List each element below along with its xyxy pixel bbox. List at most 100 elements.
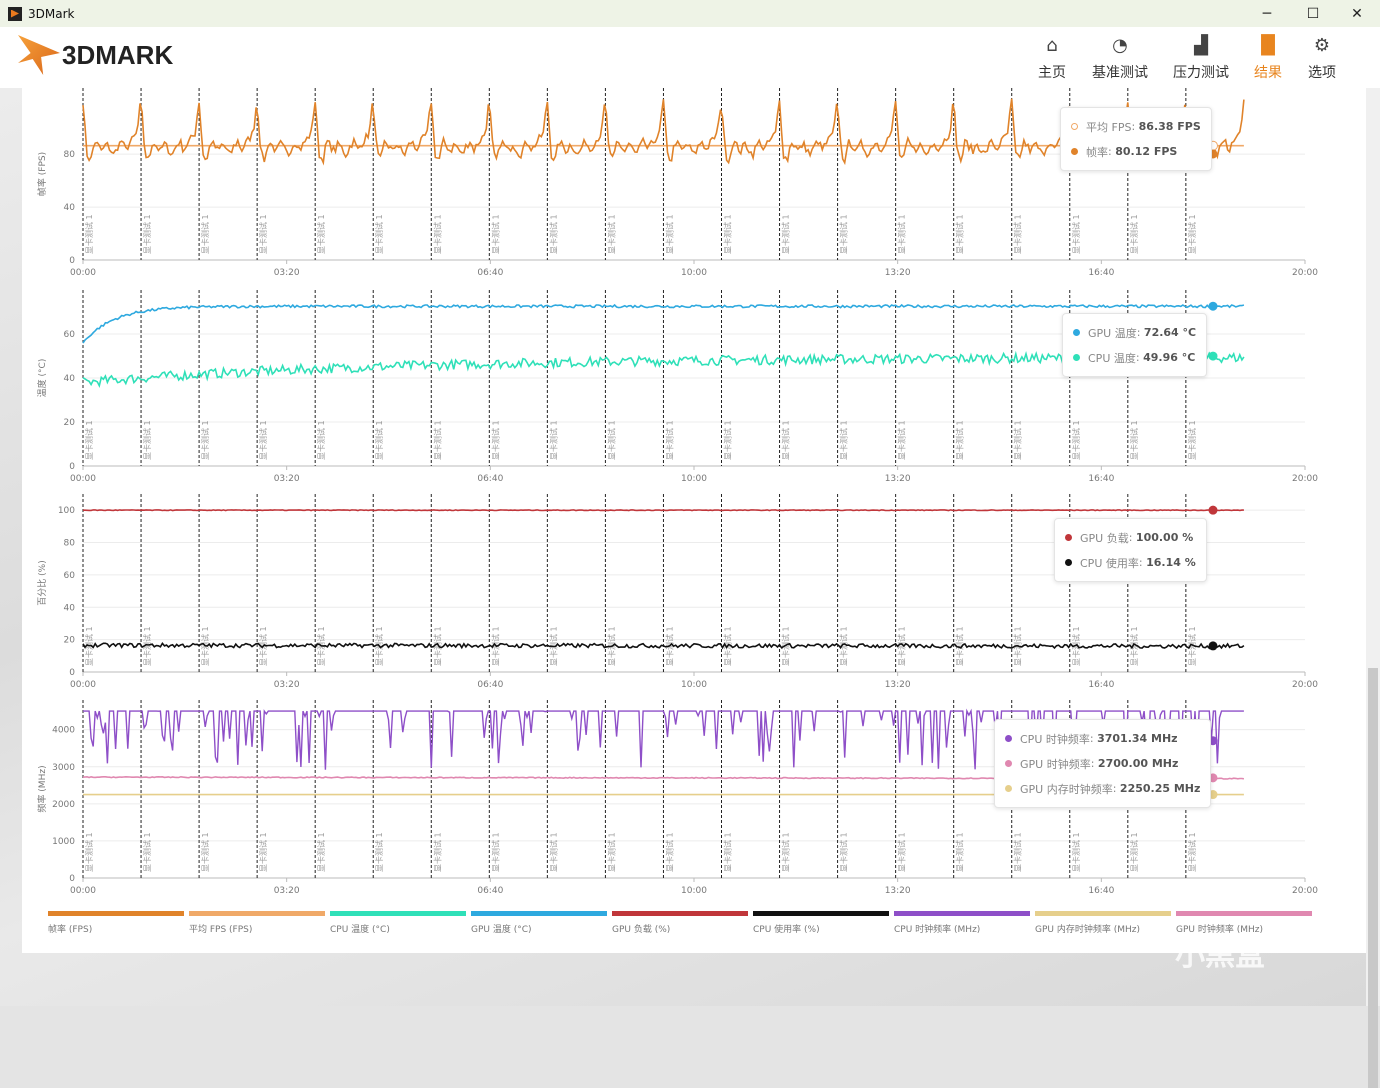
scrollbar[interactable] (1366, 88, 1380, 1088)
tooltip-value: 2700.00 MHz (1097, 757, 1179, 770)
chart-1: 0 20 40 60 00:00 03:20 06:40 10:00 13:20 16:40 20:… (36, 290, 1318, 484)
legend-item[interactable]: GPU 内存时钟频率 (MHz) (1035, 911, 1171, 935)
test-marker-label: 显卡测试 1 (1071, 832, 1081, 872)
series-line-cpu_clock (83, 708, 1244, 770)
nav-bar-chart[interactable]: ▟ 压力测试 (1173, 35, 1229, 82)
tooltip-label: GPU 内存时钟频率 (1020, 782, 1113, 796)
y-tick-label: 40 (64, 603, 76, 613)
x-tick-label: 13:20 (885, 886, 911, 896)
y-tick-label: 40 (64, 203, 76, 213)
y-tick-label: 100 (58, 506, 75, 516)
test-marker-label: 显卡测试 1 (781, 832, 791, 872)
test-marker-label: 显卡测试 1 (1187, 626, 1197, 666)
x-tick-label: 20:00 (1292, 268, 1318, 278)
test-marker-label: 显卡测试 1 (490, 214, 500, 254)
y-tick-label: 80 (64, 539, 76, 549)
nav-label: 压力测试 (1173, 65, 1229, 81)
tooltip-row: GPU 内存时钟频率: 2250.25 MHz (1005, 776, 1200, 801)
x-tick-label: 16:40 (1088, 268, 1114, 278)
tooltip-value: 80.12 FPS (1115, 145, 1178, 158)
nav-results[interactable]: ▐▌ 结果 (1254, 35, 1282, 82)
legend-label: GPU 温度 (°C) (471, 925, 532, 935)
results-icon: ▐▌ (1254, 35, 1282, 56)
legend-swatch (189, 911, 325, 916)
test-marker-label: 显卡测试 1 (1129, 420, 1139, 460)
tooltip: CPU 时钟频率: 3701.34 MHz GPU 时钟频率: 2700.00 M… (994, 719, 1212, 808)
legend-item[interactable]: 平均 FPS (FPS) (189, 911, 325, 935)
series-dot-icon (1073, 329, 1080, 336)
scrollbar-thumb[interactable] (1368, 668, 1378, 1088)
x-tick-label: 20:00 (1292, 886, 1318, 896)
x-tick-label: 20:00 (1292, 680, 1318, 690)
x-tick-label: 16:40 (1088, 680, 1114, 690)
tooltip: 平均 FPS: 86.38 FPS 帧率: 80.12 FPS (1060, 107, 1212, 171)
close-button[interactable]: ✕ (1351, 5, 1363, 22)
test-marker-label: 显卡测试 1 (432, 420, 442, 460)
minimize-button[interactable]: ─ (1262, 5, 1272, 22)
test-marker-label: 显卡测试 1 (432, 832, 442, 872)
series-dot-icon (1071, 148, 1078, 155)
test-marker-label: 显卡测试 1 (664, 832, 674, 872)
x-tick-label: 20:00 (1292, 474, 1318, 484)
watermark: 小黑盒 (1175, 938, 1265, 973)
legend-item[interactable]: CPU 时钟频率 (MHz) (894, 911, 1030, 935)
legend-label: CPU 使用率 (%) (753, 925, 820, 935)
hover-point (1208, 351, 1218, 361)
series-line-gpu_load (83, 509, 1244, 512)
legend-item[interactable]: GPU 时钟频率 (MHz) (1176, 911, 1312, 935)
tooltip-row: GPU 温度: 72.64 °C (1073, 320, 1196, 345)
tooltip-value: 72.64 °C (1143, 326, 1197, 339)
y-tick-label: 2000 (52, 800, 75, 810)
tooltip-row: CPU 使用率: 16.14 % (1065, 550, 1196, 575)
test-marker-label: 显卡测试 1 (258, 420, 268, 460)
tooltip-row: GPU 负载: 100.00 % (1065, 525, 1196, 550)
home-icon: ⌂ (1046, 35, 1058, 56)
legend-item[interactable]: GPU 负载 (%) (612, 911, 748, 935)
y-tick-label: 20 (64, 636, 76, 646)
test-marker-label: 显卡测试 1 (548, 420, 558, 460)
test-marker-label: 显卡测试 1 (722, 420, 732, 460)
nav-gauge[interactable]: ◔ 基准测试 (1092, 35, 1148, 82)
x-tick-label: 13:20 (885, 680, 911, 690)
x-tick-label: 10:00 (681, 268, 707, 278)
legend-item[interactable]: CPU 使用率 (%) (753, 911, 889, 935)
test-marker-label: 显卡测试 1 (606, 832, 616, 872)
test-marker-label: 显卡测试 1 (490, 832, 500, 872)
tooltip-label: 帧率 (1086, 145, 1108, 159)
logo-text: 3DMARK (62, 39, 174, 70)
x-tick-label: 03:20 (274, 474, 300, 484)
x-tick-label: 10:00 (681, 680, 707, 690)
tooltip: GPU 负载: 100.00 % CPU 使用率: 16.14 % (1054, 518, 1207, 582)
test-marker-label: 显卡测试 1 (664, 214, 674, 254)
maximize-button[interactable]: ☐ (1306, 5, 1320, 22)
nav-home[interactable]: ⌂ 主页 (1038, 35, 1066, 82)
tooltip-row: CPU 温度: 49.96 °C (1073, 345, 1196, 370)
test-marker-label: 显卡测试 1 (432, 214, 442, 254)
series-line-cpu_temp (82, 350, 1245, 388)
nav-gear[interactable]: ⚙ 选项 (1308, 35, 1336, 82)
tooltip-label: 平均 FPS (1086, 120, 1132, 134)
legend-swatch (1176, 911, 1312, 916)
legend-item[interactable]: CPU 温度 (°C) (330, 911, 466, 935)
tooltip-label: CPU 时钟频率 (1020, 732, 1090, 746)
y-tick-label: 0 (69, 462, 75, 472)
legend-label: CPU 温度 (°C) (330, 925, 390, 935)
hover-point (1208, 505, 1218, 515)
bar-chart-icon: ▟ (1194, 35, 1208, 56)
test-marker-label: 显卡测试 1 (1071, 420, 1081, 460)
legend-swatch (471, 911, 607, 916)
tooltip-label: CPU 温度 (1088, 351, 1136, 365)
x-tick-label: 10:00 (681, 474, 707, 484)
test-marker-label: 显卡测试 1 (490, 420, 500, 460)
tooltip-value: 100.00 % (1135, 531, 1194, 544)
test-marker-label: 显卡测试 1 (781, 420, 791, 460)
legend-item[interactable]: 帧率 (FPS) (48, 911, 184, 935)
app-icon (8, 6, 22, 21)
tooltip-value: 2250.25 MHz (1119, 782, 1201, 795)
legend-label: GPU 内存时钟频率 (MHz) (1035, 925, 1140, 935)
series-dot-icon (1005, 760, 1012, 767)
test-marker-label: 显卡测试 1 (374, 214, 384, 254)
hover-point (1208, 301, 1218, 311)
test-marker-label: 显卡测试 1 (897, 626, 907, 666)
legend-item[interactable]: GPU 温度 (°C) (471, 911, 607, 935)
